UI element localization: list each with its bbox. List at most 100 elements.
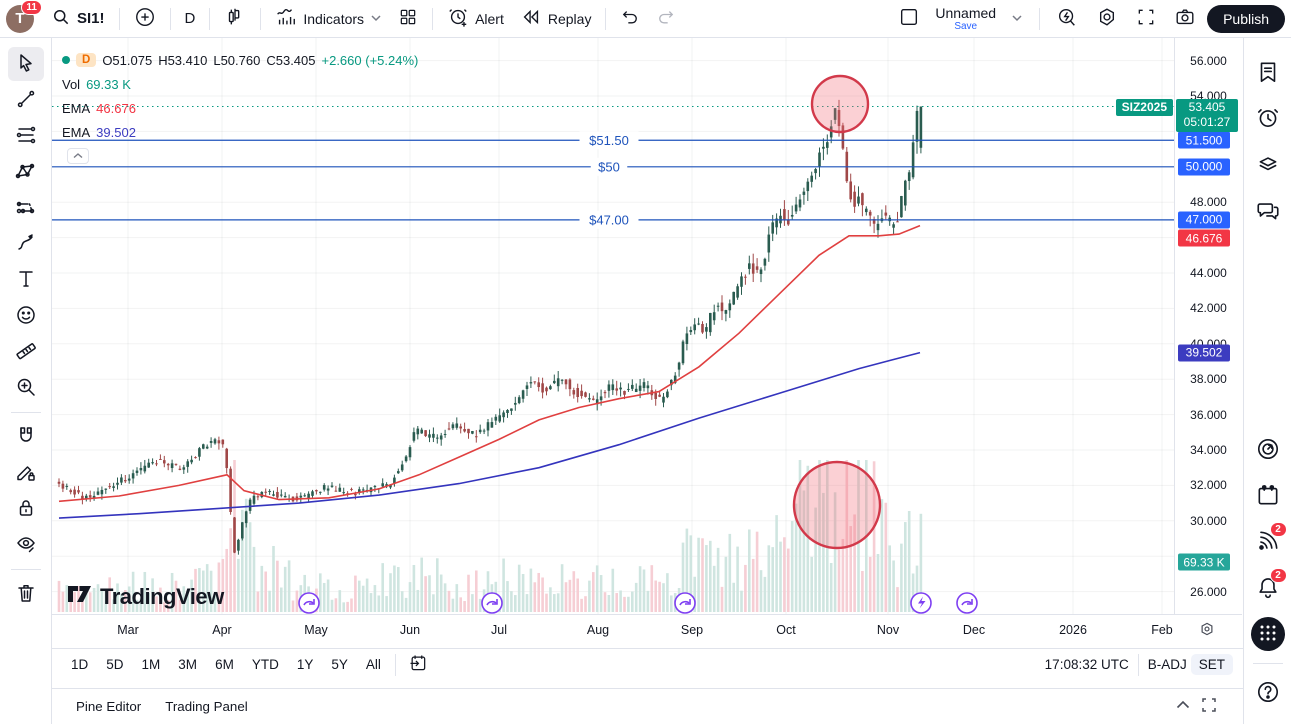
panel-expand-button[interactable] — [1175, 697, 1191, 716]
range-5d[interactable]: 5D — [98, 654, 131, 675]
event-marker-arrow[interactable] — [674, 592, 696, 614]
chart-area: $51.50 $50 $47.00 D O51.075 H53.410 L50.76… — [52, 38, 1243, 648]
sidebar-technicals-button[interactable] — [1248, 430, 1288, 470]
settings-button[interactable] — [1089, 4, 1125, 34]
user-avatar[interactable]: T 11 — [6, 0, 42, 33]
volume-label: Vol — [62, 76, 81, 92]
indicators-button[interactable]: Indicators — [268, 4, 389, 34]
ema-fast-label: EMA — [62, 100, 91, 116]
compare-add-button[interactable] — [127, 4, 163, 34]
sidebar-apps-menu-button[interactable] — [1250, 617, 1285, 651]
session-button[interactable]: SET — [1190, 654, 1233, 675]
measure-ruler-icon — [14, 339, 38, 366]
sidebar-chat-button[interactable] — [1248, 191, 1288, 231]
event-marker-arrow[interactable] — [298, 592, 320, 614]
sidebar-watchlist-button[interactable] — [1248, 53, 1288, 93]
notifications-badge: 2 — [1269, 568, 1287, 583]
range-3m[interactable]: 3M — [170, 654, 205, 675]
object-tree-icon — [1255, 151, 1281, 180]
calendar-icon — [1255, 482, 1281, 511]
pine-editor-tab[interactable]: Pine Editor — [64, 693, 153, 720]
range-5y[interactable]: 5Y — [323, 654, 356, 675]
undo-button[interactable] — [613, 4, 647, 34]
range-ytd[interactable]: YTD — [244, 654, 287, 675]
event-marker-bolt[interactable] — [910, 592, 932, 614]
sidebar-streams-button[interactable]: 2 — [1248, 522, 1288, 562]
event-marker-arrow[interactable] — [481, 592, 503, 614]
tool-zoom-in[interactable] — [8, 371, 44, 405]
drawing-circle-annotation[interactable] — [792, 460, 882, 550]
legend-volume-row: Vol 69.33 K — [62, 72, 418, 96]
tool-fib-retracement[interactable] — [8, 119, 44, 153]
price-axis[interactable]: 56.00054.00048.00044.00042.00040.00038.0… — [1174, 38, 1242, 614]
price-tick: 30.000 — [1190, 513, 1227, 528]
snapshot-button[interactable] — [1167, 4, 1203, 34]
last-price-value: 53.405 — [1188, 100, 1226, 115]
cursor-icon — [14, 51, 38, 78]
sidebar-alerts-button[interactable] — [1248, 99, 1288, 139]
fullscreen-button[interactable] — [1129, 4, 1163, 34]
help-icon — [1255, 679, 1281, 708]
range-1m[interactable]: 1M — [134, 654, 169, 675]
indicator-templates-button[interactable] — [391, 4, 425, 34]
tool-lock-drawings[interactable] — [8, 492, 44, 526]
go-to-date-button[interactable] — [401, 650, 435, 680]
grid-layout-icon — [398, 7, 418, 30]
sidebar-calendar-button[interactable] — [1248, 476, 1288, 516]
volume-value: 69.33 K — [86, 76, 131, 92]
alert-button[interactable]: Alert — [440, 4, 511, 34]
range-6m[interactable]: 6M — [207, 654, 242, 675]
price-tick: 34.000 — [1190, 443, 1227, 457]
tool-magnet[interactable] — [8, 420, 44, 454]
tool-hide-drawings[interactable] — [8, 528, 44, 562]
redo-button[interactable] — [649, 4, 683, 34]
layout-select-button[interactable] — [891, 4, 927, 34]
tool-brush[interactable] — [8, 227, 44, 261]
sidebar-help-button[interactable] — [1248, 673, 1288, 713]
layout-menu-button[interactable] — [1004, 4, 1030, 34]
divider — [1252, 663, 1283, 664]
trading-panel-tab[interactable]: Trading Panel — [153, 693, 260, 720]
sidebar-notifications-button[interactable]: 2 — [1248, 568, 1288, 608]
interval-button[interactable]: D — [178, 4, 203, 34]
tool-drawing-mode[interactable] — [8, 456, 44, 490]
save-link: Save — [954, 20, 978, 32]
time-axis[interactable]: Mar Apr May Jun Jul Aug Sep Oct Nov Dec 2026 Feb — [52, 614, 1242, 648]
layout-name-button[interactable]: Unnamed Save — [931, 6, 1000, 32]
interval-badge: D — [76, 53, 97, 67]
clock-utc-button[interactable]: 17:08:32 UTC — [1044, 657, 1129, 672]
sidebar-object-tree-button[interactable] — [1248, 145, 1288, 185]
divider — [260, 7, 262, 30]
calendar-go-icon — [408, 653, 428, 676]
divider — [209, 7, 211, 30]
symbol-search-button[interactable]: SI1! — [44, 4, 112, 34]
undo-icon — [620, 7, 640, 30]
tool-projection[interactable] — [8, 191, 44, 225]
tool-text[interactable] — [8, 263, 44, 297]
replay-button[interactable]: Replay — [513, 4, 599, 34]
legend-collapse-button[interactable] — [67, 148, 89, 164]
drawing-circle-annotation[interactable] — [810, 74, 870, 134]
ema-fast-line[interactable] — [58, 224, 921, 503]
tool-emoji[interactable] — [8, 299, 44, 333]
tool-xabcd-pattern[interactable] — [8, 155, 44, 189]
panel-maximize-button[interactable] — [1201, 697, 1217, 716]
tool-trend-line[interactable] — [8, 83, 44, 117]
adjustment-button[interactable]: B-ADJ — [1147, 657, 1187, 672]
tool-measure-ruler[interactable] — [8, 335, 44, 369]
tool-cursor[interactable] — [7, 47, 44, 81]
range-all[interactable]: All — [358, 654, 389, 675]
ema-slow-line[interactable] — [58, 351, 921, 519]
time-axis-settings-icon[interactable] — [1198, 620, 1216, 643]
tool-remove-drawings[interactable] — [8, 577, 44, 611]
publish-button[interactable]: Publish — [1207, 4, 1285, 33]
chart-style-button[interactable] — [217, 4, 253, 34]
chevron-down-icon — [1011, 11, 1023, 27]
range-1y[interactable]: 1Y — [289, 654, 322, 675]
quick-search-button[interactable] — [1049, 4, 1085, 34]
event-marker-arrow[interactable] — [956, 592, 978, 614]
market-status-dot — [62, 56, 70, 64]
chevron-down-icon — [370, 11, 382, 27]
range-1d[interactable]: 1D — [63, 654, 96, 675]
chart-canvas[interactable]: $51.50 $50 $47.00 — [52, 38, 1242, 614]
